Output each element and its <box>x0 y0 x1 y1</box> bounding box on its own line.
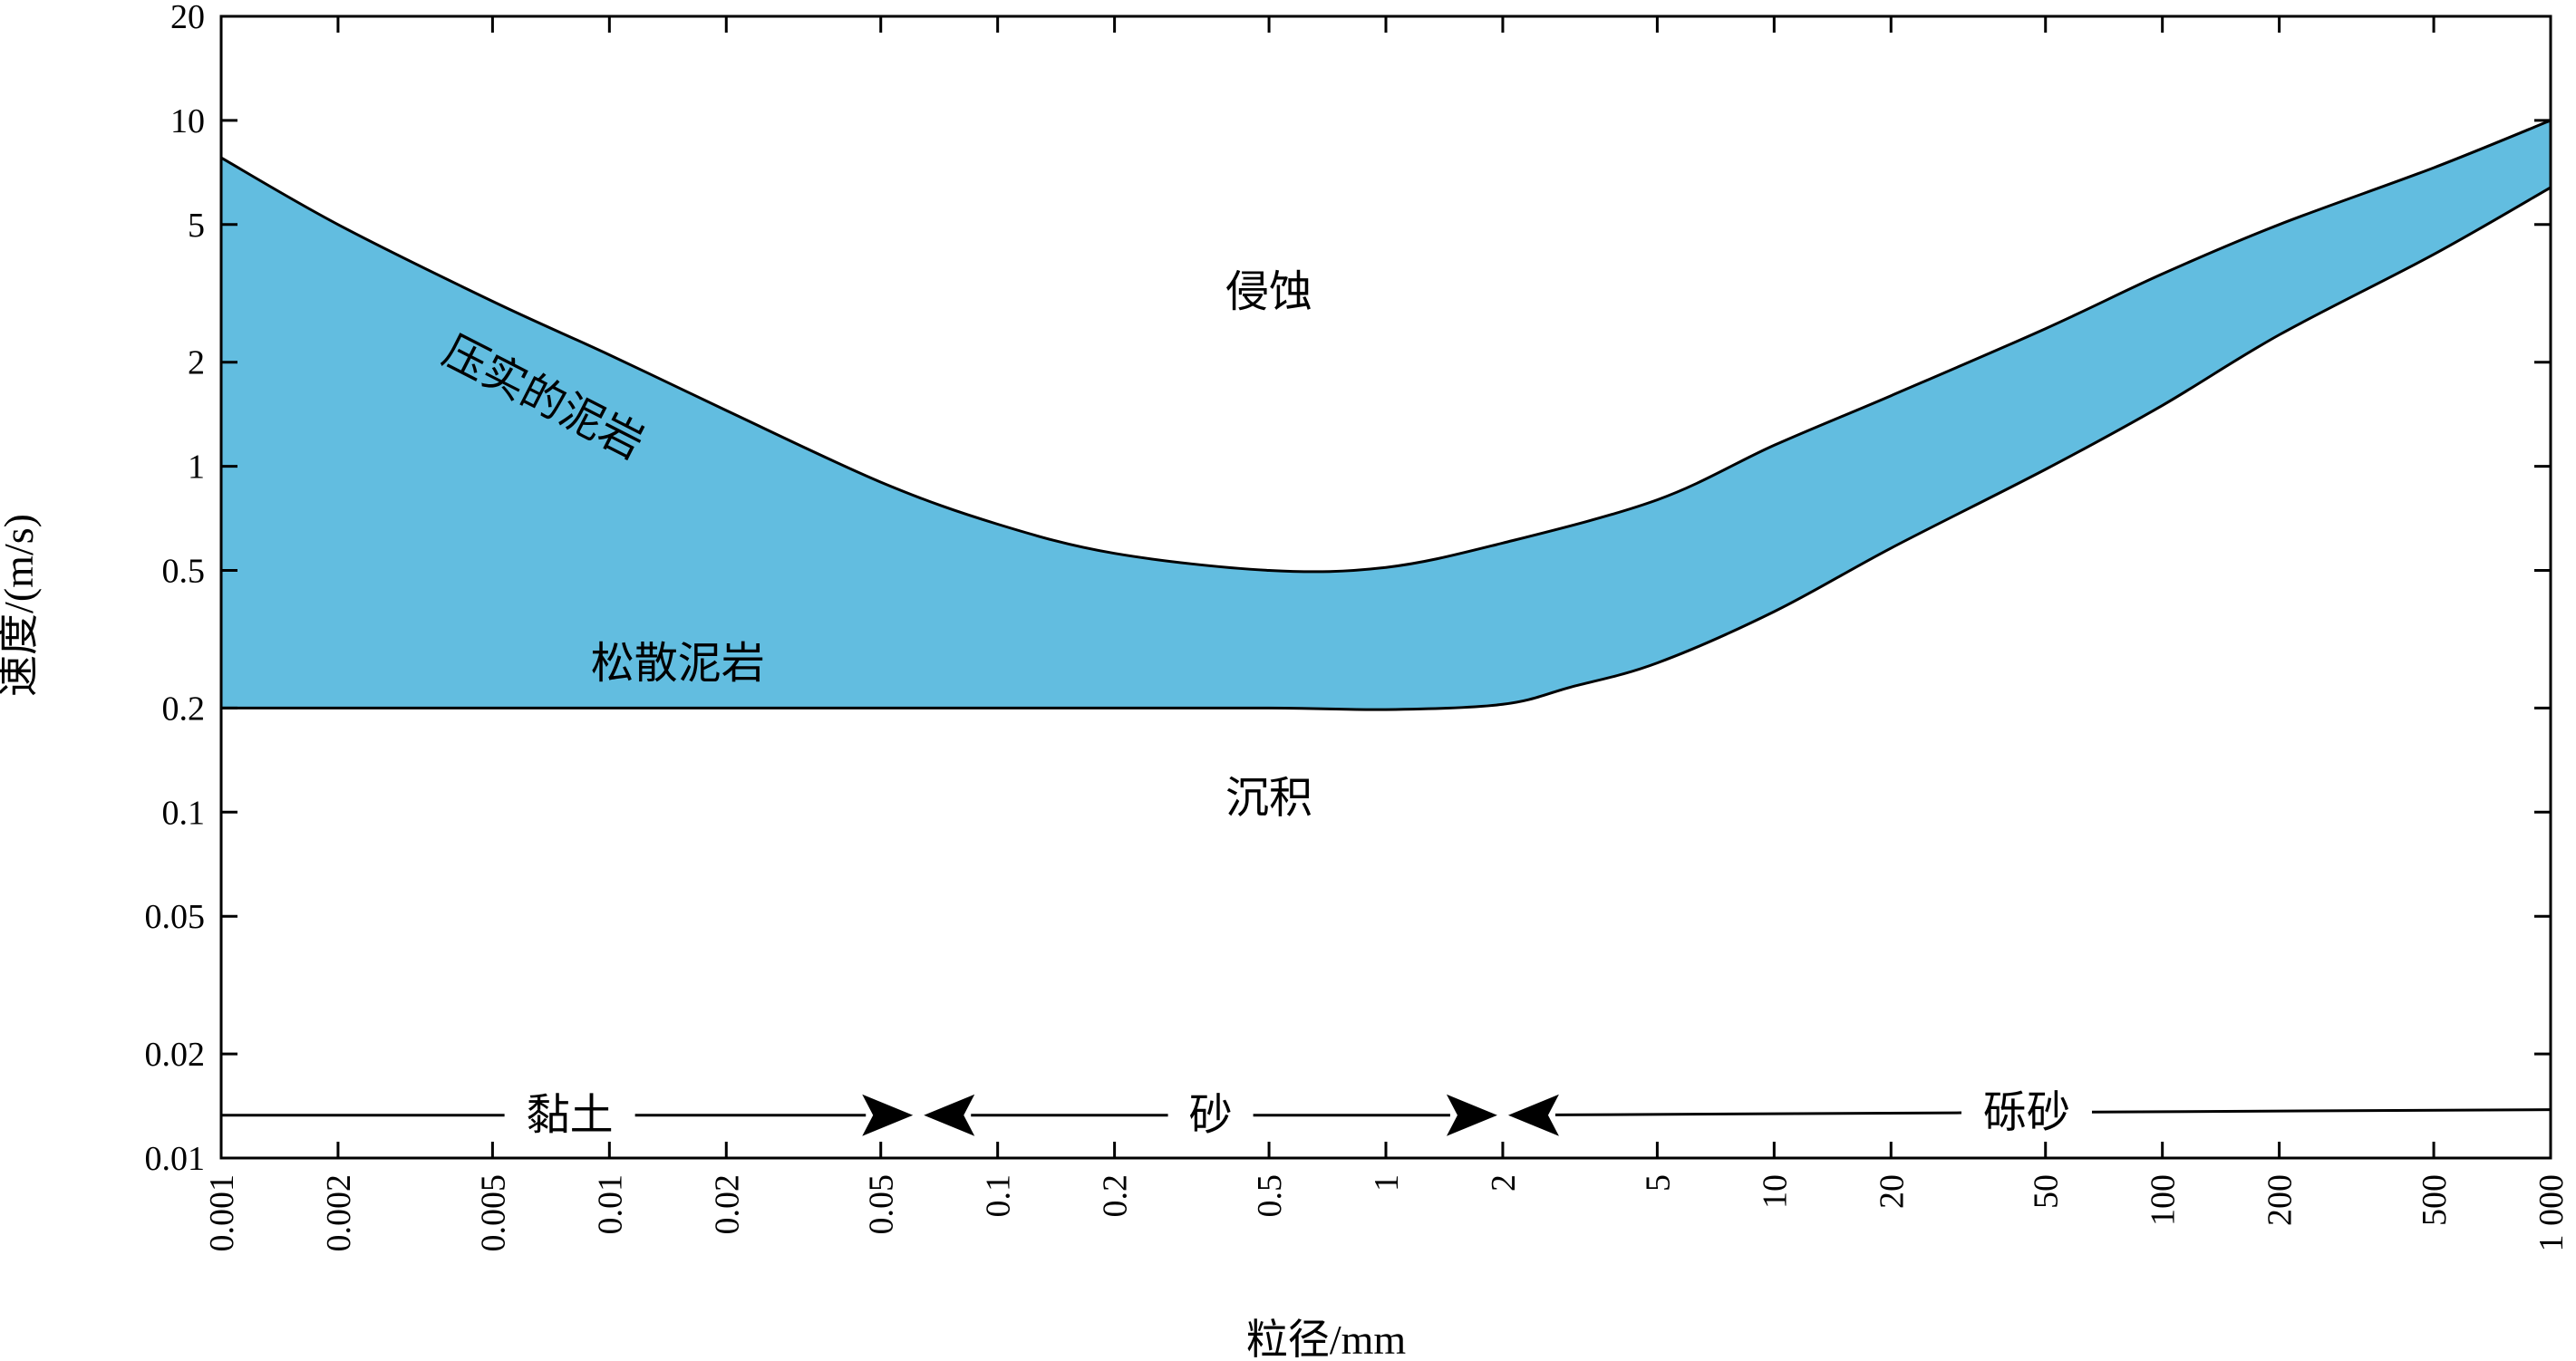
grain-size-class-bar: 黏土 砂 砾砂 <box>221 1089 2552 1140</box>
arrowhead-right <box>862 1094 914 1136</box>
y-tick-label: 0.2 <box>162 690 206 728</box>
x-tick-label: 50 <box>2028 1174 2066 1209</box>
x-tick-label: 5 <box>1639 1174 1677 1192</box>
x-tick-label: 0.2 <box>1097 1174 1135 1218</box>
x-axis-title: 粒径/mm <box>1246 1317 1407 1361</box>
size-class-label: 砂 <box>1189 1092 1233 1140</box>
x-tick-label: 0.5 <box>1251 1174 1289 1218</box>
region-annotation: 松散泥岩 <box>591 640 765 688</box>
erosion-transport-band <box>221 120 2551 710</box>
x-tick-label: 0.002 <box>320 1174 358 1252</box>
y-tick-label: 5 <box>188 207 205 245</box>
x-tick-label: 100 <box>2145 1174 2183 1226</box>
lower-curve-loose-mud <box>221 186 2552 711</box>
x-tick-label: 0.001 <box>203 1174 241 1252</box>
y-tick-label: 0.02 <box>145 1036 206 1074</box>
y-tick-label: 2 <box>188 344 205 382</box>
y-tick-label: 10 <box>170 102 205 140</box>
x-tick-label: 2 <box>1485 1174 1523 1192</box>
y-tick-label: 0.1 <box>162 794 206 832</box>
size-class-label: 黏土 <box>527 1092 614 1140</box>
x-tick-label: 500 <box>2416 1174 2454 1226</box>
x-tick-label: 0.005 <box>474 1174 512 1252</box>
size-class-line <box>1554 1111 1961 1116</box>
x-tick-label: 20 <box>1873 1174 1911 1209</box>
x-tick-label: 10 <box>1756 1174 1794 1209</box>
x-tick-label: 1 000 <box>2532 1174 2571 1252</box>
x-tick-label: 0.01 <box>591 1174 629 1235</box>
y-tick-label: 0.5 <box>162 553 206 591</box>
arrowhead-left <box>1507 1094 1559 1136</box>
y-axis-title: 速度/(m/s) <box>0 514 42 697</box>
y-tick-label: 1 <box>188 449 205 487</box>
region-annotation: 侵蚀 <box>1225 268 1312 316</box>
arrowhead-left <box>924 1094 975 1136</box>
x-tick-label: 0.05 <box>863 1174 901 1235</box>
x-tick-label: 0.1 <box>980 1174 1018 1218</box>
arrowhead-right <box>1446 1094 1497 1136</box>
size-class-label: 砾砂 <box>1983 1089 2070 1137</box>
size-class-line <box>2091 1108 2552 1114</box>
y-axis: 0.01 0.02 0.05 0.1 0.2 0.5 1 2 5 10 20 <box>145 0 2551 1178</box>
x-axis: 0.001 0.002 0.005 0.01 0.02 0.05 0.1 0.2 0.5 1 2 5 1… <box>203 16 2571 1252</box>
y-tick-label: 20 <box>170 0 205 36</box>
y-tick-label: 0.01 <box>145 1140 206 1178</box>
x-tick-label: 200 <box>2261 1174 2300 1226</box>
region-annotation: 沉积 <box>1225 774 1312 822</box>
x-tick-label: 1 <box>1368 1174 1406 1192</box>
y-tick-label: 0.05 <box>145 898 206 936</box>
x-tick-label: 0.02 <box>708 1174 746 1235</box>
upper-curve-compacted-mud <box>220 119 2552 574</box>
